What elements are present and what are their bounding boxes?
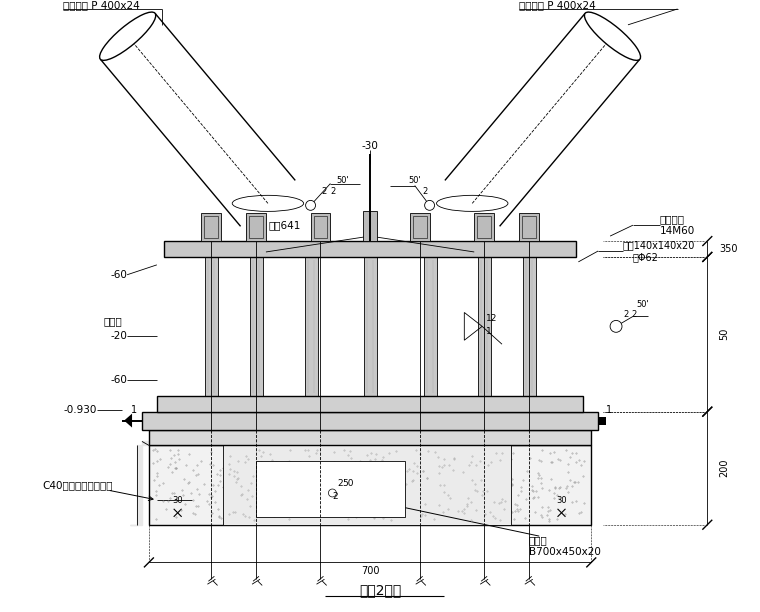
Circle shape xyxy=(425,200,435,211)
Bar xyxy=(205,257,218,396)
Text: -30: -30 xyxy=(362,141,378,151)
Bar xyxy=(142,412,598,430)
Text: 700: 700 xyxy=(361,566,379,577)
Text: 14M60: 14M60 xyxy=(660,226,695,236)
Text: 350: 350 xyxy=(719,244,738,254)
Text: -60: -60 xyxy=(110,270,127,280)
Bar xyxy=(522,216,536,238)
Bar xyxy=(410,214,429,241)
Circle shape xyxy=(610,321,622,332)
Text: 2: 2 xyxy=(333,493,338,501)
Bar xyxy=(250,257,263,396)
Bar xyxy=(246,214,266,241)
Bar xyxy=(413,216,426,238)
Text: 1: 1 xyxy=(606,405,613,415)
Text: 50: 50 xyxy=(719,328,729,340)
Bar xyxy=(423,257,436,396)
Text: 2: 2 xyxy=(321,187,327,196)
Text: 支座弦杆 P 400x24: 支座弦杆 P 400x24 xyxy=(519,0,596,10)
Bar xyxy=(519,214,539,241)
Bar xyxy=(201,214,221,241)
Text: 12: 12 xyxy=(486,314,498,323)
Text: 节点641: 节点641 xyxy=(269,220,301,230)
Text: 2: 2 xyxy=(623,310,629,319)
Text: 1: 1 xyxy=(486,327,492,336)
Text: 抗剪键: 抗剪键 xyxy=(529,536,547,545)
Bar xyxy=(314,216,328,238)
Polygon shape xyxy=(130,441,149,524)
Bar xyxy=(364,257,377,396)
Text: 30: 30 xyxy=(556,496,567,506)
Text: 基础骨架: 基础骨架 xyxy=(660,214,685,224)
Bar xyxy=(474,214,494,241)
Text: 加劲肋: 加劲肋 xyxy=(103,316,122,326)
Bar xyxy=(311,214,331,241)
Text: 50': 50' xyxy=(636,300,649,309)
Bar xyxy=(249,216,263,238)
Circle shape xyxy=(306,200,315,211)
Polygon shape xyxy=(124,414,132,428)
Bar xyxy=(305,257,318,396)
Text: 50': 50' xyxy=(408,176,421,185)
Text: 2: 2 xyxy=(422,187,427,196)
Text: C40无收缩细石混凝土: C40无收缩细石混凝土 xyxy=(43,480,113,490)
Text: 2: 2 xyxy=(632,310,637,319)
Bar xyxy=(204,216,218,238)
Bar xyxy=(256,461,405,517)
Text: 垫片140x140x20: 垫片140x140x20 xyxy=(623,240,695,250)
Text: 2: 2 xyxy=(331,187,336,196)
Circle shape xyxy=(328,489,337,497)
Ellipse shape xyxy=(584,12,641,61)
Bar xyxy=(164,241,576,257)
Text: 支座2详图: 支座2详图 xyxy=(359,583,401,597)
Text: -60: -60 xyxy=(110,375,127,385)
Text: 支座弦杆 P 400x24: 支座弦杆 P 400x24 xyxy=(62,0,139,10)
Bar xyxy=(477,216,491,238)
Text: B700x450x20: B700x450x20 xyxy=(529,548,600,558)
Ellipse shape xyxy=(100,12,156,61)
Text: 1: 1 xyxy=(131,405,137,415)
Text: 50: 50 xyxy=(343,479,354,488)
Text: -20: -20 xyxy=(110,331,127,341)
Bar xyxy=(478,257,491,396)
Text: 50': 50' xyxy=(336,176,349,185)
Bar xyxy=(149,430,591,446)
Text: -0.930: -0.930 xyxy=(64,405,97,415)
Bar xyxy=(523,257,536,396)
Text: 200: 200 xyxy=(719,459,729,477)
Bar xyxy=(149,446,591,524)
Text: 30: 30 xyxy=(173,496,183,506)
Text: 2: 2 xyxy=(337,479,343,488)
Bar xyxy=(598,417,606,425)
Bar xyxy=(157,396,584,412)
Bar xyxy=(363,211,377,241)
Bar xyxy=(223,446,511,524)
Text: 孔Φ62: 孔Φ62 xyxy=(633,252,659,262)
